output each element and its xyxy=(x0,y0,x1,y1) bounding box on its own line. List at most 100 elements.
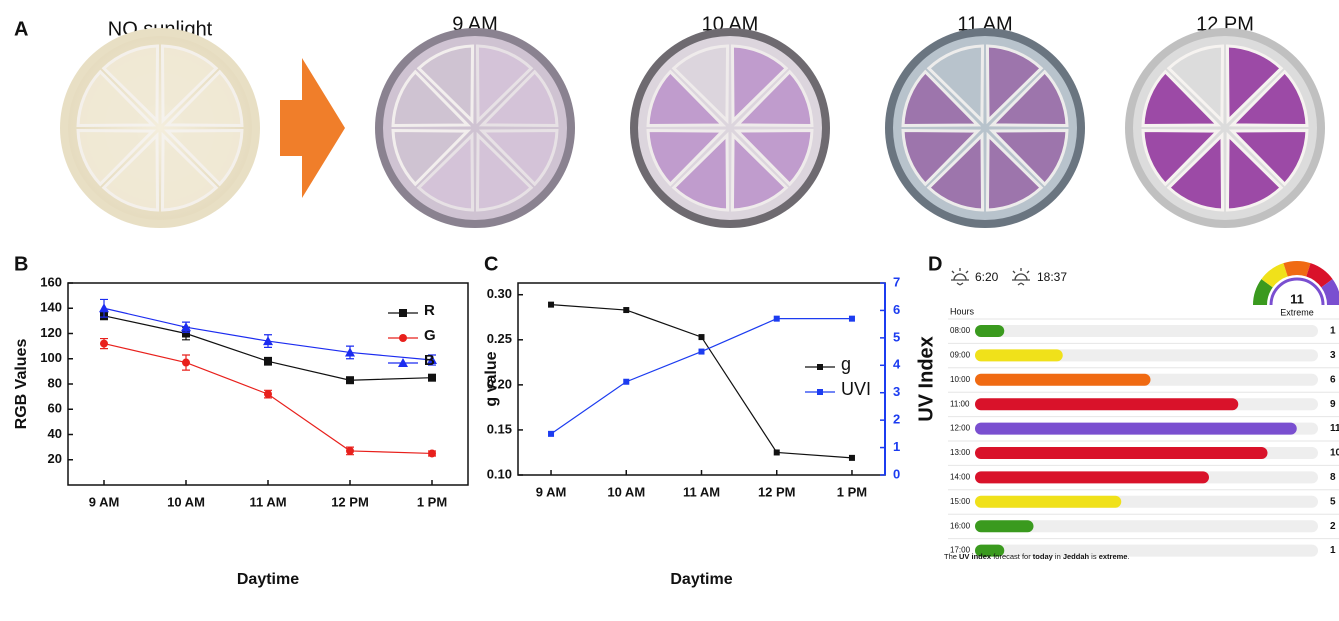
legend-label: R xyxy=(424,302,435,319)
x-tick-label: 10 AM xyxy=(167,494,205,509)
y-tick-label: 0.25 xyxy=(487,331,512,346)
y-tick-label: 140 xyxy=(40,300,62,315)
hour-label: 12:00 xyxy=(950,424,971,433)
series-line xyxy=(104,308,432,360)
hour-label: 09:00 xyxy=(950,351,971,360)
y-tick-label: 60 xyxy=(48,401,62,416)
legend-label: UVI xyxy=(841,379,871,399)
plot-frame xyxy=(518,283,885,475)
bar-value: 8 xyxy=(1330,472,1336,483)
marker xyxy=(399,309,407,317)
footer-part: is xyxy=(1089,552,1099,561)
y-tick-label: 80 xyxy=(48,375,62,390)
hour-label: 11:00 xyxy=(950,399,970,408)
bar-value: 5 xyxy=(1330,496,1336,507)
marker xyxy=(849,316,855,322)
hour-label: 08:00 xyxy=(950,326,971,335)
bar xyxy=(975,349,1063,361)
hour-label: 10:00 xyxy=(950,375,971,384)
y-axis-title: RGB Values xyxy=(13,339,30,430)
x-tick-label: 1 PM xyxy=(837,484,867,499)
legend-label: g xyxy=(841,354,851,374)
hour-label: 16:00 xyxy=(950,521,971,530)
marker xyxy=(774,449,780,455)
x-tick-label: 12 PM xyxy=(758,484,796,499)
hour-label: 15:00 xyxy=(950,497,971,506)
y-tick-label: 120 xyxy=(40,325,62,340)
marker xyxy=(817,389,823,395)
arrow xyxy=(280,58,345,198)
marker xyxy=(100,340,108,348)
gauge-value: 11 xyxy=(1290,291,1304,306)
bar xyxy=(975,374,1151,386)
footer-part: UV index xyxy=(959,552,992,561)
y-tick-label: 40 xyxy=(48,426,62,441)
series-line xyxy=(551,305,852,458)
footer-text: The UV index forecast for today in Jedda… xyxy=(944,552,1130,561)
panel-label: B xyxy=(14,253,28,275)
y2-tick-label: 5 xyxy=(893,329,900,344)
plate xyxy=(893,36,1077,220)
plate xyxy=(638,36,822,220)
marker xyxy=(264,357,272,365)
bar xyxy=(975,398,1238,410)
footer-part: Jeddah xyxy=(1063,552,1090,561)
footer-part: . xyxy=(1127,552,1129,561)
x-tick-label: 10 AM xyxy=(607,484,645,499)
footer-part: forecast for xyxy=(991,552,1033,561)
marker xyxy=(548,302,554,308)
marker xyxy=(849,455,855,461)
marker xyxy=(182,359,190,367)
bar-track xyxy=(975,325,1318,337)
footer-part: in xyxy=(1053,552,1063,561)
y-axis-title: g value xyxy=(483,351,500,406)
plate xyxy=(1133,36,1317,220)
y2-axis-title: UV Index xyxy=(915,336,937,422)
panel-label: A xyxy=(14,18,28,40)
footer-part: extreme xyxy=(1099,552,1128,561)
legend-label: G xyxy=(424,327,436,344)
bar-value: 10 xyxy=(1330,448,1339,459)
bar-value: 3 xyxy=(1330,350,1336,361)
marker xyxy=(623,307,629,313)
marker xyxy=(817,364,823,370)
x-tick-label: 1 PM xyxy=(417,494,447,509)
marker xyxy=(428,374,436,382)
marker xyxy=(428,449,436,457)
panel-label: C xyxy=(484,253,498,275)
marker xyxy=(346,376,354,384)
footer-part: today xyxy=(1033,552,1054,561)
y2-tick-label: 4 xyxy=(893,357,901,372)
marker xyxy=(699,349,705,355)
marker xyxy=(264,390,272,398)
y2-tick-label: 3 xyxy=(893,384,900,399)
x-axis-title: Daytime xyxy=(670,571,732,588)
marker xyxy=(699,334,705,340)
bar xyxy=(975,325,1004,337)
sunset-time: 18:37 xyxy=(1037,270,1067,284)
y-tick-label: 0.10 xyxy=(487,466,512,481)
bar-value: 11 xyxy=(1330,423,1339,434)
y-tick-label: 100 xyxy=(40,350,62,365)
bar xyxy=(975,423,1297,435)
marker xyxy=(548,431,554,437)
bar xyxy=(975,447,1268,459)
marker xyxy=(399,334,407,342)
x-tick-label: 12 PM xyxy=(331,494,369,509)
x-axis-title: Daytime xyxy=(237,571,299,588)
bar xyxy=(975,520,1034,532)
gauge-label: Extreme xyxy=(1280,307,1314,317)
y-tick-label: 160 xyxy=(40,274,62,289)
y-tick-label: 0.15 xyxy=(487,421,512,436)
bar-value: 9 xyxy=(1330,399,1336,410)
bar-value: 1 xyxy=(1330,326,1336,337)
figure: A NO sunlight9 AM10 AM11 AM12 PM B204060… xyxy=(0,0,1339,621)
footer-part: The xyxy=(944,552,959,561)
bar-value: 6 xyxy=(1330,374,1336,385)
y2-tick-label: 7 xyxy=(893,274,900,289)
y2-tick-label: 6 xyxy=(893,302,900,317)
bar-value: 2 xyxy=(1330,521,1336,532)
sunrise-time: 6:20 xyxy=(975,270,999,284)
y-tick-label: 0.30 xyxy=(487,286,512,301)
